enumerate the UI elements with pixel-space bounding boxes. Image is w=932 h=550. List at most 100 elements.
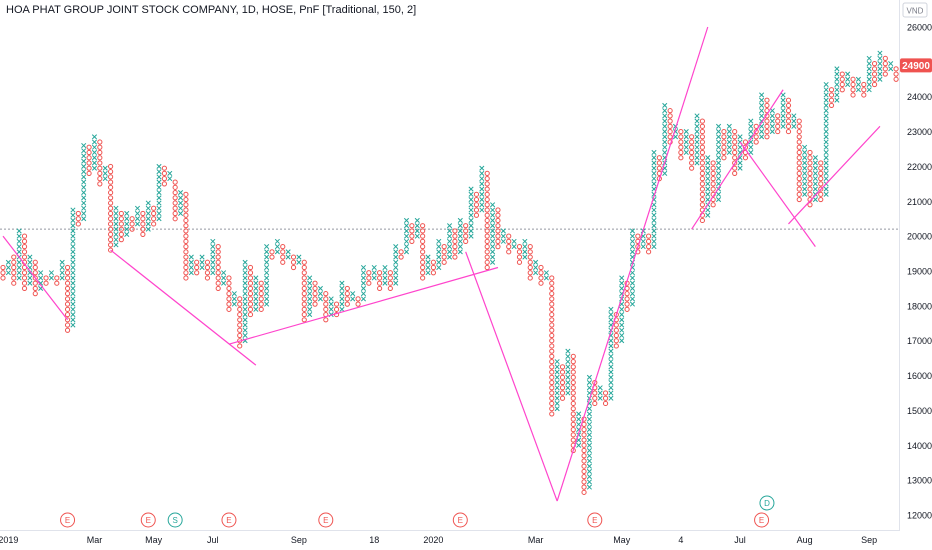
o-box: [290, 254, 297, 260]
o-box: [247, 306, 254, 312]
o-box: [484, 191, 490, 197]
plot-area[interactable]: [0, 26, 900, 502]
o-box: [441, 249, 447, 255]
x-box: [156, 195, 162, 201]
o-box: [344, 301, 350, 307]
o-box: [108, 189, 114, 196]
earnings-event-marker[interactable]: E: [452, 512, 468, 528]
o-box: [247, 311, 254, 318]
o-box: [172, 210, 178, 217]
o-box: [549, 301, 555, 307]
o-box: [280, 254, 286, 260]
split-event-marker[interactable]: S: [167, 512, 183, 528]
event-badge[interactable]: [167, 512, 183, 528]
x-column: [651, 149, 657, 250]
o-column: [183, 191, 189, 281]
event-badge[interactable]: [221, 512, 237, 528]
x-column: [802, 144, 808, 197]
event-badge[interactable]: [759, 495, 775, 511]
time-axis[interactable]: 2019 Mar May Jul Sep 18 2020 Mar May 4 Jul Aug Sep: [0, 530, 900, 546]
x-box: [855, 76, 861, 82]
x-box: [769, 113, 775, 119]
earnings-event-marker[interactable]: E: [754, 512, 770, 528]
x-box: [145, 200, 151, 206]
x-box: [70, 244, 76, 250]
o-box: [215, 244, 221, 250]
x-box: [812, 196, 818, 203]
x-box: [791, 118, 797, 124]
o-column: [161, 165, 167, 187]
o-box: [215, 275, 221, 281]
o-box: [570, 406, 576, 412]
o-column: [118, 210, 124, 243]
event-badge[interactable]: [754, 512, 770, 528]
event-badge[interactable]: [587, 512, 603, 528]
o-box: [420, 259, 426, 265]
o-column: [473, 191, 480, 218]
trendline[interactable]: [691, 89, 784, 230]
o-column: [441, 244, 447, 265]
trendline[interactable]: [110, 249, 257, 366]
earnings-event-marker[interactable]: E: [318, 512, 334, 528]
event-badge[interactable]: [60, 512, 76, 528]
earnings-event-marker[interactable]: E: [60, 512, 76, 528]
x-box: [307, 296, 313, 302]
trendline[interactable]: [788, 125, 881, 225]
o-box: [366, 280, 372, 286]
trendline[interactable]: [465, 251, 558, 502]
x-box: [640, 238, 646, 244]
x-box: [70, 254, 76, 260]
o-box: [226, 285, 232, 292]
x-box: [70, 306, 76, 312]
x-box: [285, 249, 291, 255]
o-box: [290, 264, 297, 271]
o-box: [97, 144, 103, 150]
event-badge[interactable]: [318, 512, 334, 528]
x-box: [339, 301, 345, 307]
o-box: [409, 228, 415, 234]
x-box: [802, 160, 808, 166]
x-column: [403, 217, 410, 255]
event-badge[interactable]: [452, 512, 468, 528]
o-column: [344, 285, 350, 307]
x-column: [16, 228, 22, 281]
o-box: [732, 134, 738, 140]
trendline[interactable]: [556, 26, 709, 502]
x-box: [608, 317, 614, 323]
trendlines[interactable]: [2, 26, 881, 502]
price-axis[interactable]: 12000 13000 14000 15000 16000 17000 18000 19000…: [899, 0, 932, 530]
o-box: [549, 390, 555, 396]
event-markers[interactable]: E E S E E E E ED: [60, 495, 775, 528]
x-box: [113, 226, 119, 232]
x-box: [382, 270, 388, 276]
trendline[interactable]: [739, 141, 816, 247]
o-box: [732, 128, 738, 135]
x-column: [769, 108, 775, 135]
x-box: [662, 129, 668, 135]
o-column: [796, 118, 802, 203]
dividend-event-marker[interactable]: D: [759, 495, 775, 511]
earnings-event-marker[interactable]: E: [587, 512, 603, 528]
earnings-event-marker[interactable]: E: [221, 512, 237, 528]
x-box: [242, 259, 248, 265]
event-badge[interactable]: [140, 512, 156, 528]
x-column: [307, 275, 313, 318]
x-box: [748, 134, 754, 140]
x-box: [382, 264, 388, 271]
o-box: [258, 296, 264, 302]
x-box: [608, 348, 614, 354]
x-box: [317, 291, 323, 297]
o-column: [280, 244, 286, 265]
x-box: [339, 291, 345, 297]
event-label: E: [146, 516, 151, 525]
x-column: [274, 238, 280, 255]
trendline[interactable]: [228, 266, 499, 345]
x-box: [468, 233, 474, 239]
earnings-event-marker[interactable]: E: [140, 512, 156, 528]
o-column: [721, 128, 727, 161]
trendline[interactable]: [2, 235, 69, 321]
x-box: [145, 216, 151, 222]
o-box: [861, 92, 867, 98]
x-box: [791, 113, 797, 119]
